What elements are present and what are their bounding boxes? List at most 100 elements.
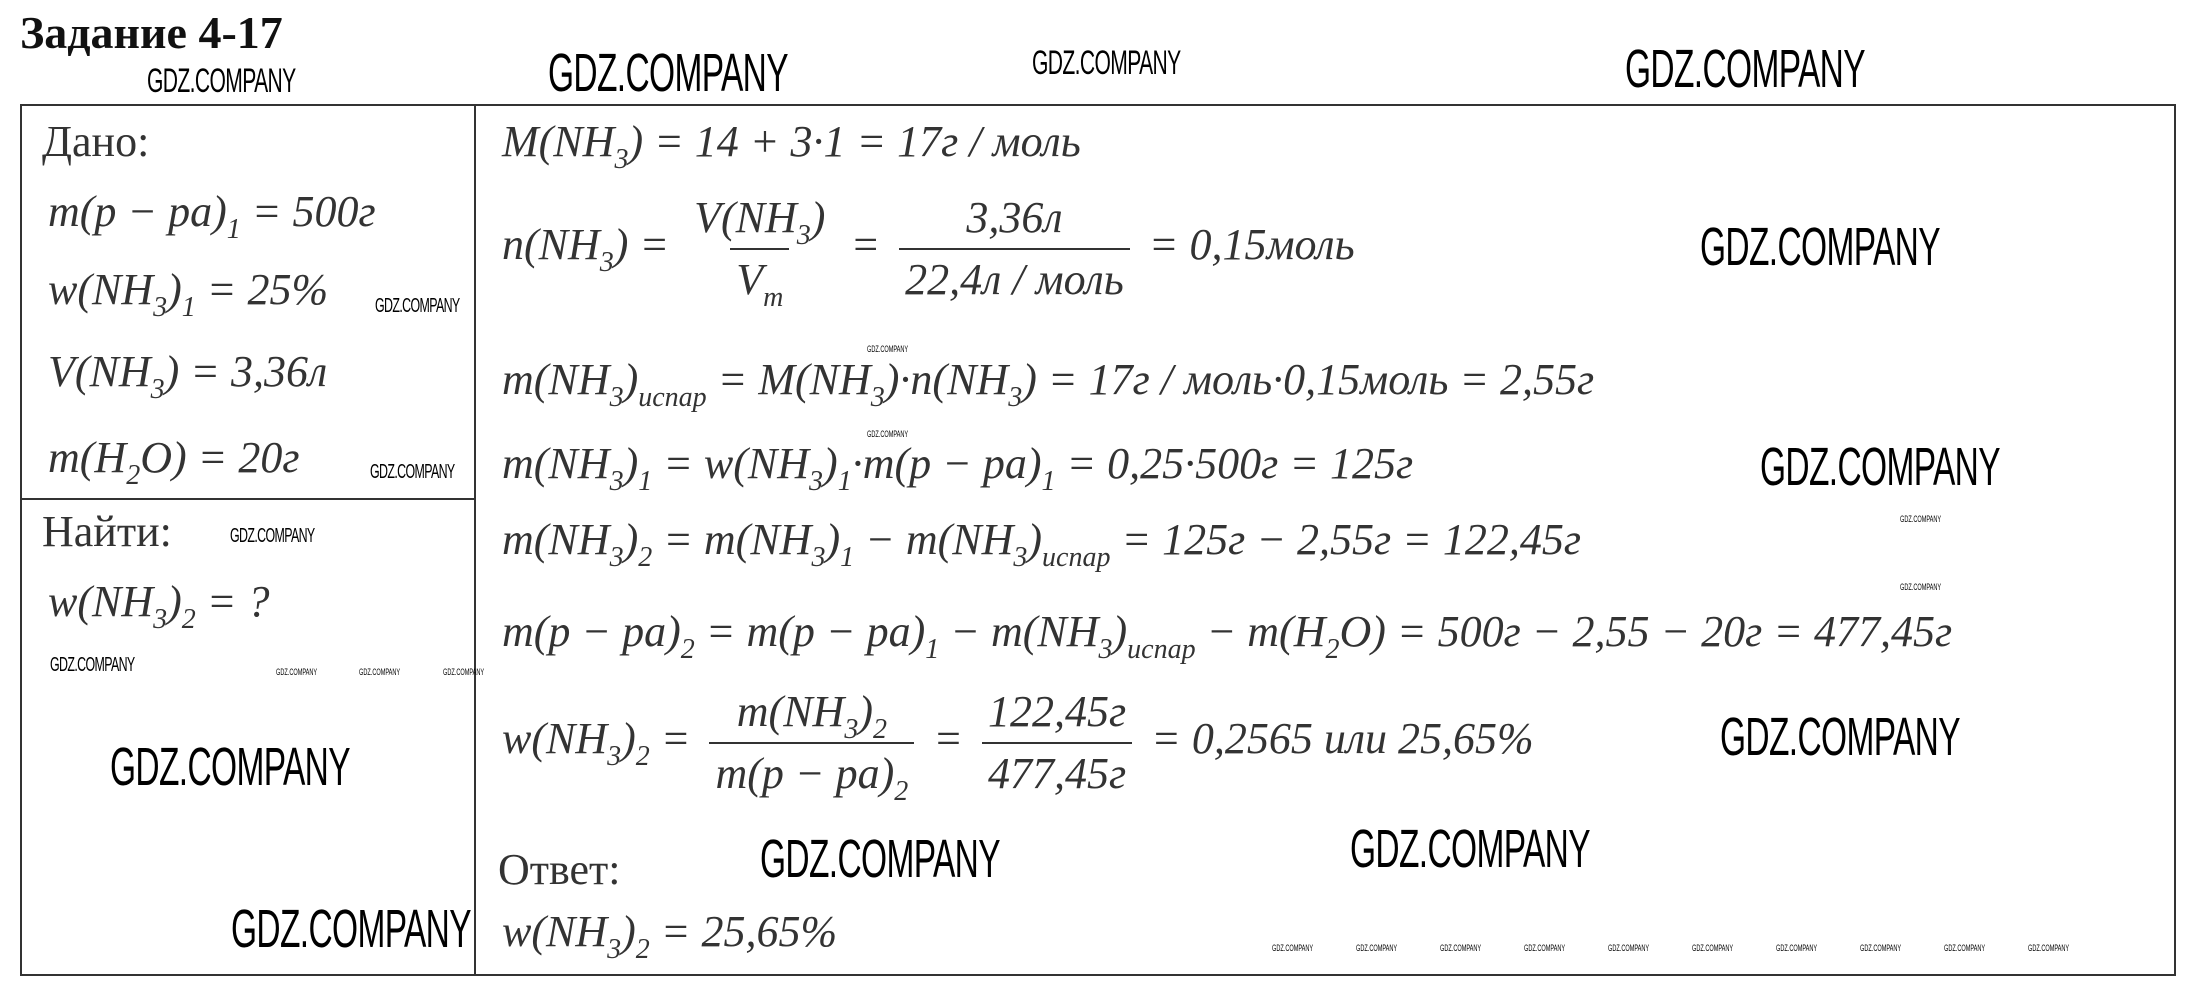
math-text: w(NH — [502, 907, 608, 956]
math-text: ) — [167, 577, 182, 626]
math-subscript: 2 — [126, 460, 141, 491]
answer-line: w(NH3)2 = 25,65% — [502, 907, 838, 964]
math-text: ) — [858, 687, 873, 736]
watermark: GDZ.COMPANY — [50, 654, 135, 676]
math-text: = 0,25·500г = 125г — [1055, 439, 1414, 488]
math-subscript: 3 — [609, 466, 624, 497]
math-subscript: испар — [1042, 542, 1111, 573]
watermark: GDZ.COMPANY — [1720, 707, 1961, 767]
math-text: ) — [825, 515, 841, 564]
math-subscript: 2 — [894, 776, 909, 807]
math-text: ) = 3,36л — [164, 347, 328, 396]
math-subscript: 2 — [635, 934, 650, 965]
math-subscript: 2 — [635, 741, 650, 773]
math-text: m(NH — [502, 355, 610, 404]
math-subscript: 3 — [811, 542, 826, 573]
math-text: 122,45г — [987, 687, 1127, 736]
math-subscript: 3 — [609, 542, 624, 573]
fraction-numerator: 3,36л — [960, 196, 1068, 248]
math-text: V(NH — [694, 193, 797, 242]
math-text: 22,4л / моль — [905, 255, 1124, 304]
math-subscript: 3 — [844, 714, 859, 745]
math-text: ) — [167, 265, 182, 314]
math-text: ) = 17г / моль·0,15моль = 2,55г — [1022, 355, 1595, 404]
math-text: V — [736, 255, 764, 304]
math-fraction: 3,36л 22,4л / моль — [899, 196, 1130, 302]
watermark: GDZ.COMPANY — [110, 737, 351, 797]
solution-table — [20, 104, 2176, 976]
math-subscript: 3 — [1098, 634, 1113, 665]
watermark: GDZ.COMPANY — [1524, 943, 1566, 953]
math-text: = M(NH — [706, 355, 871, 404]
math-text: m(H — [48, 433, 127, 482]
solution-line: w(NH3)2 = m(NH3)2 m(p − pa)2 = 122,45г 477… — [502, 687, 1534, 806]
fraction-denominator: 22,4л / моль — [899, 248, 1130, 302]
math-fraction: 122,45г 477,45г — [981, 687, 1133, 798]
math-subscript: 3 — [153, 604, 168, 635]
math-subscript: 1 — [840, 542, 855, 573]
math-text: w(NH — [48, 577, 154, 626]
math-subscript: 1 — [181, 292, 196, 323]
math-text: ) — [1027, 515, 1043, 564]
math-text: = — [839, 220, 892, 270]
math-text: ) — [621, 714, 636, 764]
given-line: w(NH3)1 = 25% — [48, 265, 328, 322]
watermark: GDZ.COMPANY — [1700, 217, 1941, 277]
watermark: GDZ.COMPANY — [359, 667, 401, 677]
watermark: GDZ.COMPANY — [1608, 943, 1650, 953]
math-text: = 500г — [240, 187, 376, 236]
math-text: = 25,65% — [649, 907, 838, 956]
watermark: GDZ.COMPANY — [1900, 514, 1942, 524]
math-text: m(NH — [736, 687, 845, 736]
math-subscript: 3 — [870, 382, 885, 413]
math-subscript: 3 — [607, 741, 622, 773]
math-text: ) — [621, 907, 636, 956]
math-text: 3,36л — [966, 193, 1063, 242]
math-text: ) = 14 + 3·1 = 17г / моль — [628, 117, 1081, 166]
watermark: GDZ.COMPANY — [760, 829, 1001, 889]
watermark: GDZ.COMPANY — [1350, 819, 1591, 879]
fraction-numerator: V(NH3) — [688, 193, 831, 250]
math-text: )·n(NH — [884, 355, 1009, 404]
math-text: − m(NH — [939, 607, 1099, 656]
given-line: m(p − pa)1 = 500г — [48, 187, 376, 244]
watermark: GDZ.COMPANY — [1440, 943, 1482, 953]
math-text: 477,45г — [987, 749, 1127, 798]
math-subscript: 2 — [638, 542, 653, 573]
math-text: m(p − pa) — [502, 607, 681, 656]
fraction-denominator: 477,45г — [981, 742, 1133, 798]
watermark: GDZ.COMPANY — [147, 62, 296, 100]
math-text: m(NH — [502, 515, 610, 564]
math-subscript: m — [763, 282, 784, 313]
given-heading: Дано: — [42, 117, 150, 166]
math-text: m(p − pa) — [715, 749, 895, 798]
find-heading: Найти: — [42, 507, 172, 556]
math-text: m(NH — [502, 439, 610, 488]
math-subscript: 2 — [872, 714, 887, 745]
math-fraction: V(NH3) Vm — [688, 193, 831, 312]
math-subscript: 1 — [1041, 466, 1056, 497]
math-text: = — [922, 714, 974, 764]
watermark: GDZ.COMPANY — [1944, 943, 1986, 953]
watermark: GDZ.COMPANY — [548, 43, 789, 103]
math-subscript: 2 — [1325, 634, 1340, 665]
watermark: GDZ.COMPANY — [375, 295, 460, 317]
watermark: GDZ.COMPANY — [1776, 943, 1818, 953]
math-text: = 125г − 2,55г = 122,45г — [1110, 515, 1582, 564]
math-text: − m(NH — [854, 515, 1014, 564]
fraction-numerator: m(NH3)2 — [731, 687, 893, 745]
math-subscript: 3 — [614, 144, 629, 175]
watermark: GDZ.COMPANY — [1900, 582, 1942, 592]
math-fraction: m(NH3)2 m(p − pa)2 — [709, 687, 915, 806]
watermark: GDZ.COMPANY — [867, 344, 909, 354]
math-text: V(NH — [48, 347, 151, 396]
math-subscript: 2 — [181, 604, 196, 635]
math-subscript: 3 — [1013, 542, 1028, 573]
solution-line: m(NH3)1 = w(NH3)1·m(p − pa)1 = 0,25·500г… — [502, 439, 1414, 496]
math-text: ) — [623, 439, 639, 488]
math-subscript: 3 — [1008, 382, 1023, 413]
watermark: GDZ.COMPANY — [1692, 943, 1734, 953]
math-text: w(NH — [48, 265, 154, 314]
math-subscript: испар — [1127, 634, 1196, 665]
math-subscript: испар — [638, 382, 707, 413]
